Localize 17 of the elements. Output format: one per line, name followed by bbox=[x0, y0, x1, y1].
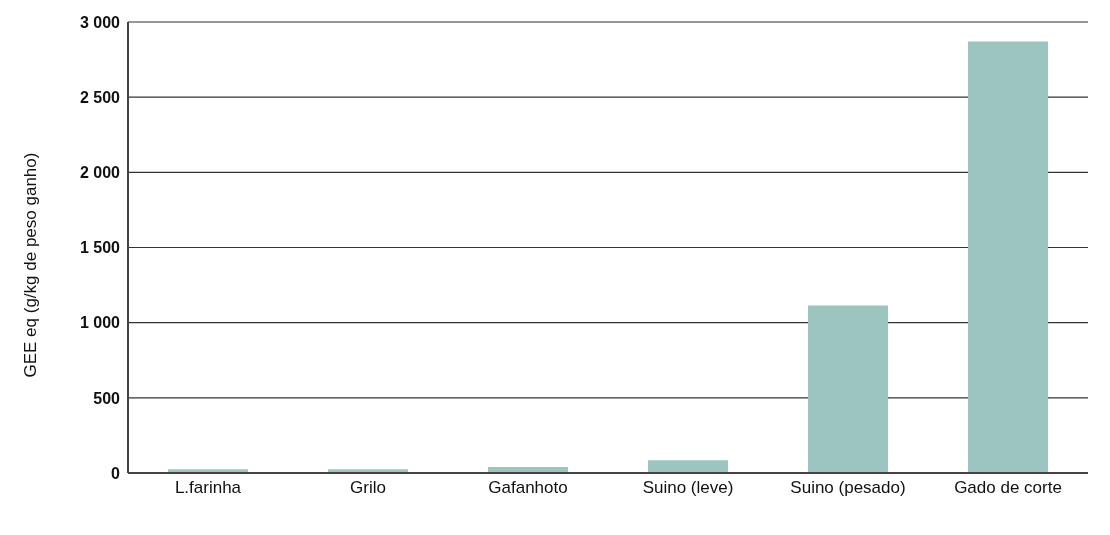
x-tick-label: Grilo bbox=[350, 478, 386, 498]
y-tick-label: 500 bbox=[93, 389, 121, 407]
x-tick-label: Suino (pesado) bbox=[790, 478, 906, 498]
x-tick-label: Suino (leve) bbox=[642, 478, 734, 498]
x-tick-label: Gado de corte bbox=[954, 478, 1062, 498]
y-tick-label: 2 500 bbox=[79, 88, 121, 106]
y-tick-label: 3 000 bbox=[79, 13, 121, 31]
y-tick-label: 2 000 bbox=[79, 164, 121, 182]
bar bbox=[968, 41, 1048, 473]
x-tick-label: Gafanhoto bbox=[488, 478, 568, 498]
y-axis-title: GEE eq (g/kg de peso ganho) bbox=[21, 152, 41, 378]
bar bbox=[648, 460, 728, 473]
y-tick-label: 0 bbox=[111, 464, 121, 482]
y-tick-label: 1 000 bbox=[79, 314, 121, 332]
x-tick-label: L.farinha bbox=[174, 478, 242, 498]
y-tick-label: 1 500 bbox=[79, 239, 121, 257]
bar bbox=[808, 305, 888, 473]
